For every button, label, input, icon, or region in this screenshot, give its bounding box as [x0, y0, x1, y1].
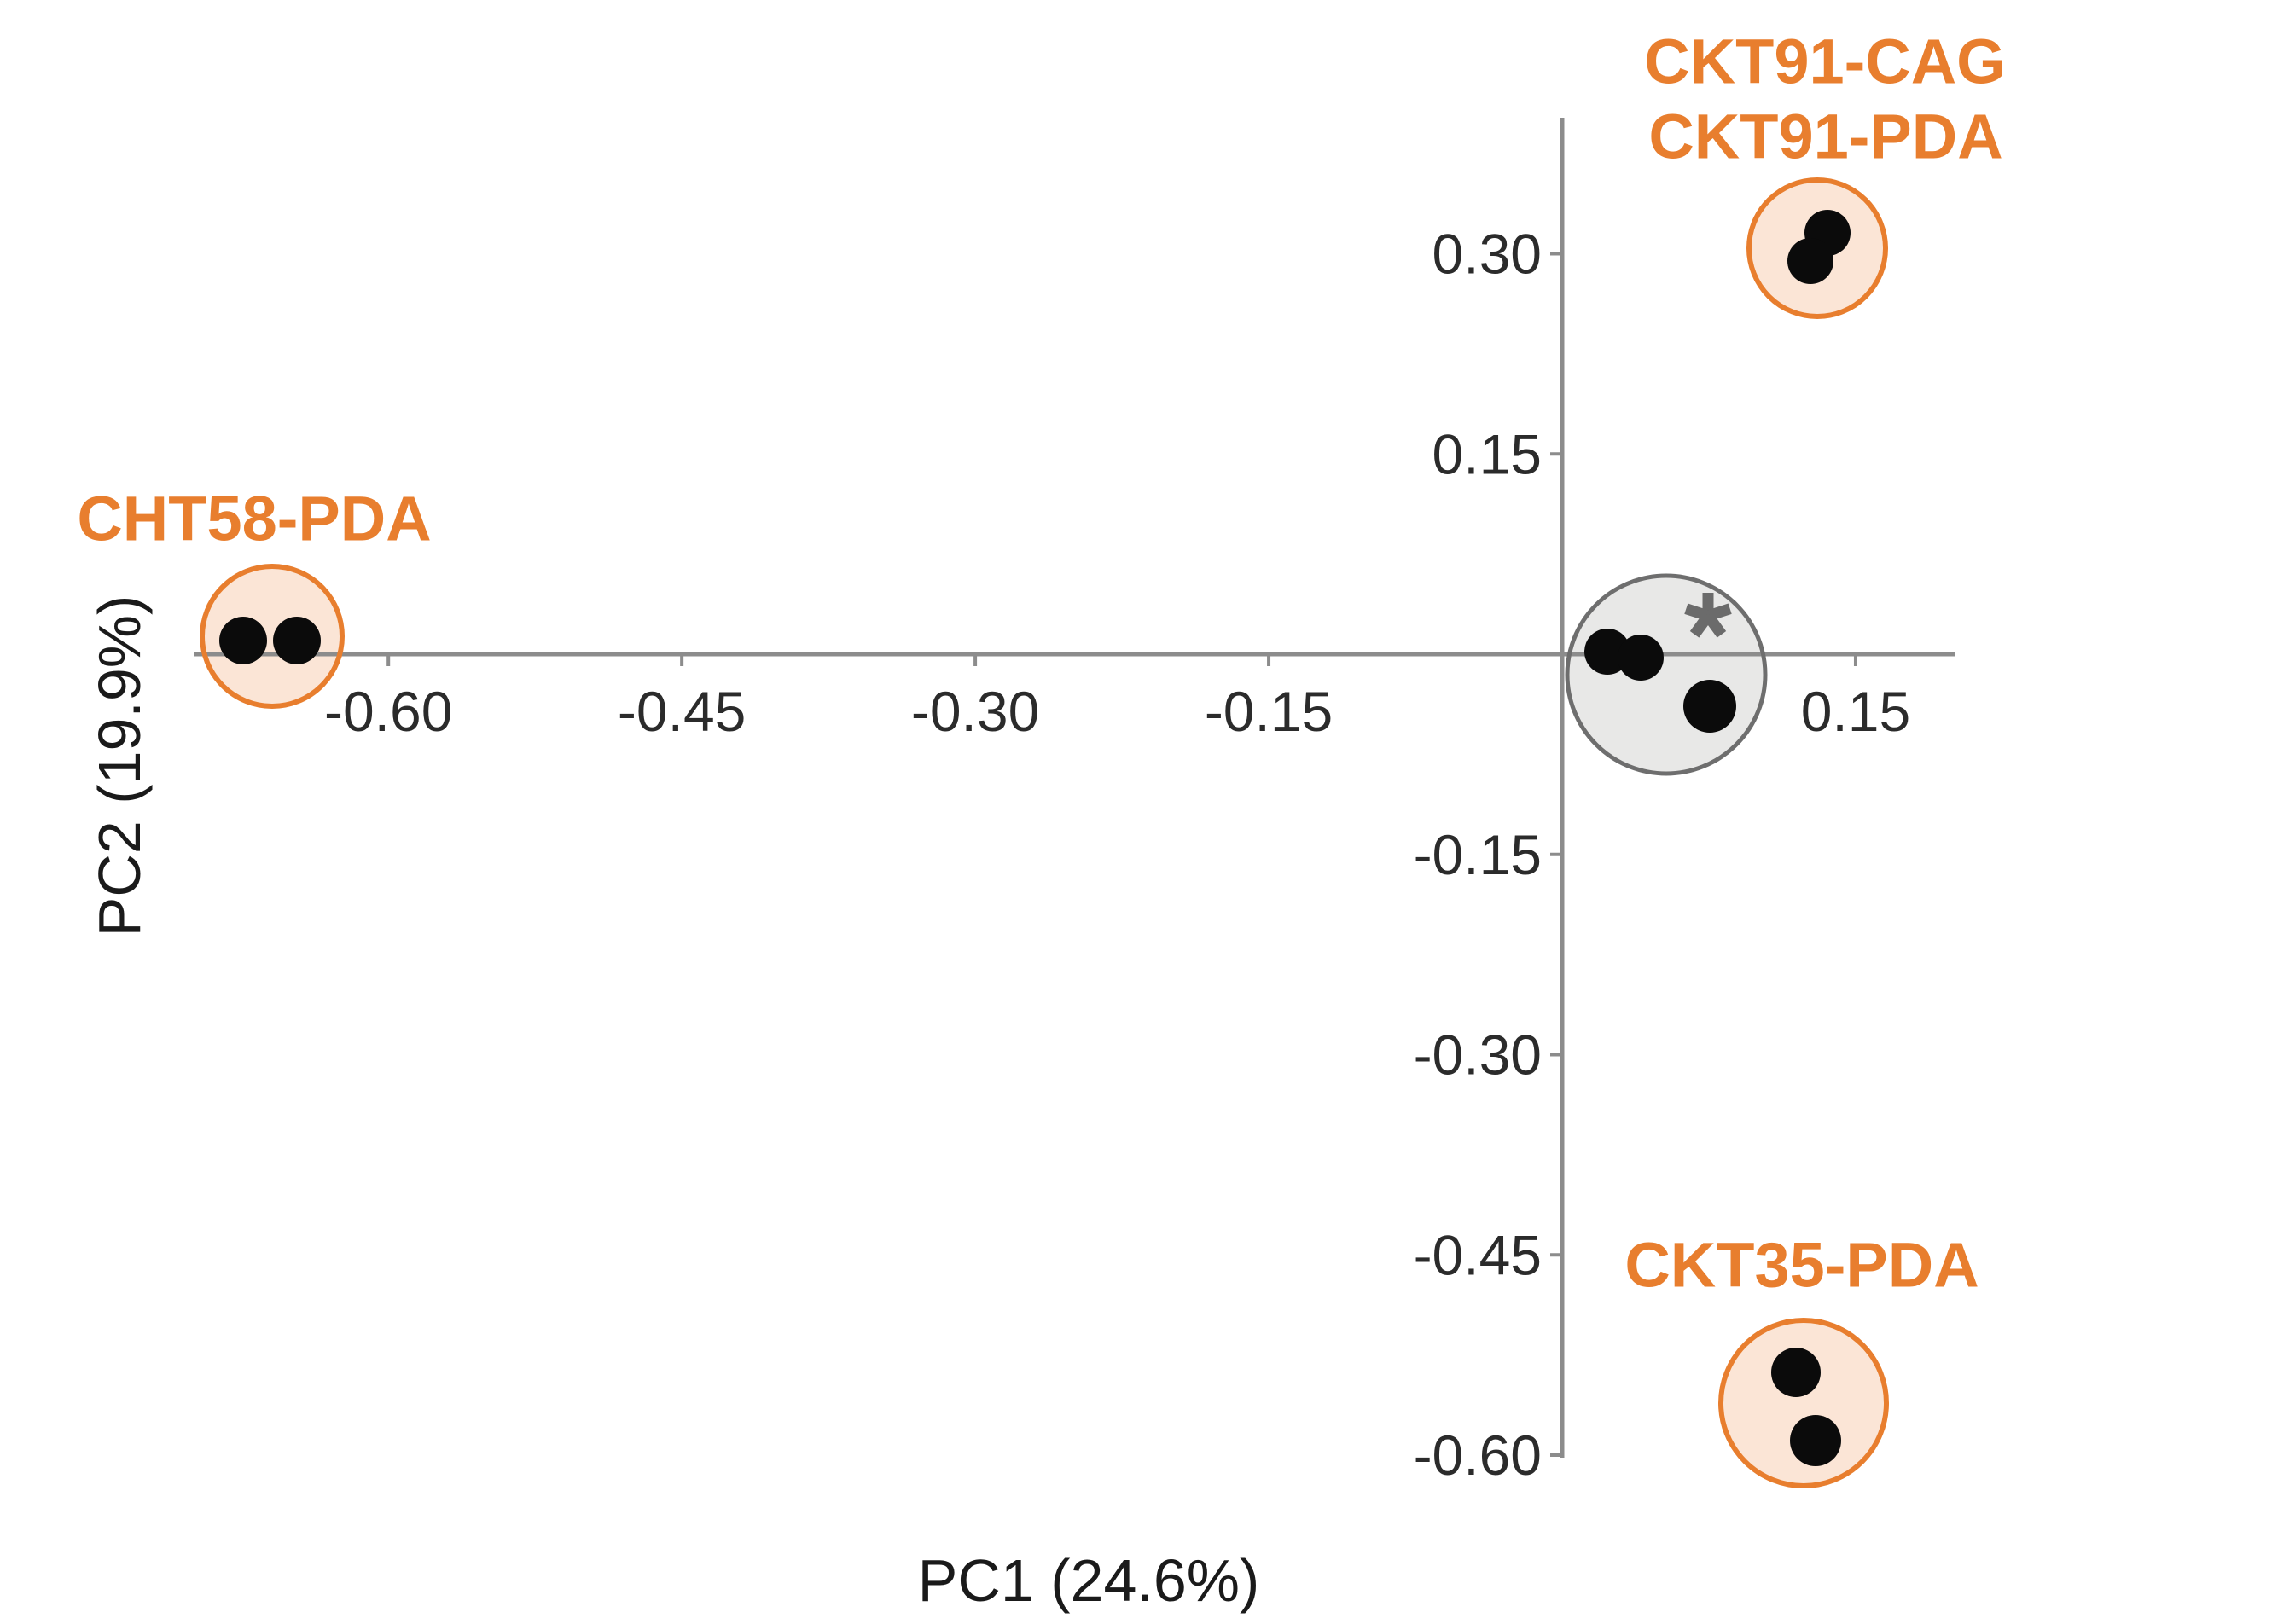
x-tick-label-0.15: 0.15 — [1801, 680, 1910, 743]
x-axis-title: PC1 (24.6%) — [918, 1547, 1260, 1614]
data-points — [219, 210, 1851, 1466]
data-point-cht58-pda-2 — [273, 617, 321, 664]
y-tick-label--0.30: -0.30 — [1414, 1024, 1542, 1087]
cluster-label-cht58-pda-line1: CHT58-PDA — [77, 484, 431, 554]
cluster-ring-ckt35-pda — [1718, 1318, 1889, 1488]
cluster-label-ckt35-pda-line1: CKT35-PDA — [1624, 1230, 1979, 1301]
cluster-rings — [200, 177, 1889, 1488]
y-tick-label--0.45: -0.45 — [1414, 1223, 1542, 1286]
data-point-origin-control-2 — [1618, 635, 1664, 681]
x-tick-label--0.15: -0.15 — [1205, 680, 1333, 743]
annotations — [1684, 593, 1732, 638]
y-tick-label-0.30: 0.30 — [1432, 223, 1542, 286]
cluster-fill-ckt35-pda — [1721, 1320, 1886, 1486]
asterisk-arm — [1703, 612, 1727, 638]
cluster-ring-ckt91 — [1746, 177, 1888, 319]
cluster-ring-origin-control — [1565, 573, 1768, 776]
cluster-label-ckt91-line1: CKT91-CAG — [1644, 26, 2005, 97]
cluster-ring-cht58-pda — [200, 564, 345, 709]
y-axis-title: PC2 (19.9%) — [86, 595, 153, 937]
x-tick-label--0.30: -0.30 — [911, 680, 1039, 743]
axes: -0.60 -0.45 -0.30 -0.15 0.15 0.30 0.15 -0.15 -0.… — [194, 118, 1955, 1487]
x-tick-label--0.45: -0.45 — [618, 680, 746, 743]
cluster-fill-cht58-pda — [202, 566, 342, 706]
data-point-ckt35-pda-2 — [1790, 1415, 1841, 1466]
y-tick-label--0.60: -0.60 — [1414, 1424, 1542, 1487]
x-tick-label--0.60: -0.60 — [324, 680, 452, 743]
y-tick-label-0.15: 0.15 — [1432, 422, 1542, 485]
y-tick-label--0.15: -0.15 — [1414, 823, 1542, 886]
data-point-cht58-pda-1 — [219, 617, 267, 664]
data-point-ckt35-pda-1 — [1771, 1348, 1821, 1397]
asterisk-annotation — [1684, 593, 1732, 638]
cluster-label-ckt91-line2: CKT91-PDA — [1648, 102, 2002, 172]
data-point-origin-control-3 — [1683, 680, 1736, 733]
plot-render-root: -0.60 -0.45 -0.30 -0.15 0.15 0.30 0.15 -0.15 -0.… — [77, 26, 2006, 1488]
data-point-ckt91-2 — [1787, 238, 1833, 284]
